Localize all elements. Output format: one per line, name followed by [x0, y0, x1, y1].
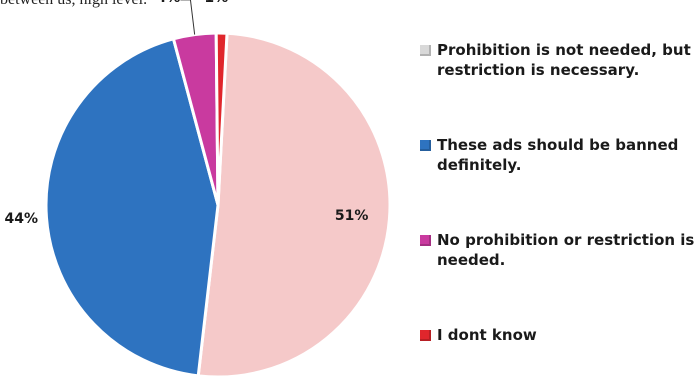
legend-swatch-icon: [420, 140, 431, 151]
legend-item-dont-know: I dont know: [420, 325, 697, 345]
legend-swatch-icon: [420, 45, 431, 56]
data-label-3: 1%: [204, 0, 228, 6]
legend-item-no-prohibition: No prohibition or restriction is needed.: [420, 230, 697, 270]
pie-slice-1: [44, 37, 220, 377]
leader-lines: [180, 0, 196, 35]
legend-item-banned-definitely: These ads should be banned definitely.: [420, 135, 697, 175]
legend-label: Prohibition is not needed, but restricti…: [437, 41, 691, 79]
legend-swatch-icon: [420, 330, 431, 341]
leader-line: [180, 0, 196, 35]
pie-slice-3: [214, 31, 229, 206]
data-label-0: 51%: [335, 208, 369, 224]
pie-slices: [44, 31, 392, 377]
legend-label: No prohibition or restriction is needed.: [437, 231, 695, 269]
data-label-1: 44%: [5, 211, 39, 227]
data-labels: 51% 44% 4% 1%: [5, 0, 369, 227]
legend-swatch-icon: [420, 235, 431, 246]
cut-off-caption-text: between us, high level.: [0, 0, 147, 9]
legend-label: These ads should be banned definitely.: [437, 136, 679, 174]
data-label-2: 4%: [157, 0, 181, 6]
pie-slice-0: [196, 31, 392, 377]
legend-label: I dont know: [437, 326, 537, 344]
legend-item-prohibition-not-needed: Prohibition is not needed, but restricti…: [420, 40, 697, 80]
